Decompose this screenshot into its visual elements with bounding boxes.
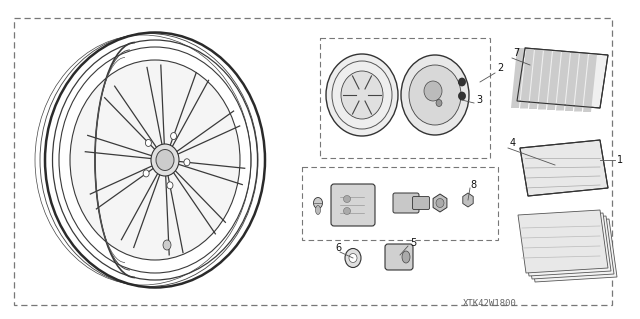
Polygon shape — [529, 49, 543, 109]
Ellipse shape — [145, 139, 152, 146]
Ellipse shape — [171, 133, 177, 140]
Text: 8: 8 — [470, 180, 476, 190]
Ellipse shape — [70, 60, 240, 260]
Polygon shape — [547, 51, 561, 110]
Ellipse shape — [341, 71, 383, 119]
Polygon shape — [527, 219, 617, 282]
Polygon shape — [520, 140, 608, 196]
Ellipse shape — [458, 78, 465, 86]
Polygon shape — [556, 52, 570, 110]
Ellipse shape — [458, 92, 465, 100]
Polygon shape — [433, 194, 447, 212]
Polygon shape — [565, 53, 579, 111]
Text: 3: 3 — [476, 95, 482, 105]
Polygon shape — [538, 50, 552, 109]
Polygon shape — [574, 54, 588, 112]
Ellipse shape — [402, 251, 410, 263]
Polygon shape — [583, 55, 597, 112]
Ellipse shape — [167, 182, 173, 189]
Ellipse shape — [156, 150, 174, 170]
Ellipse shape — [184, 159, 190, 166]
Ellipse shape — [409, 65, 461, 125]
Text: 2: 2 — [497, 63, 503, 73]
Ellipse shape — [401, 55, 469, 135]
Text: 7: 7 — [513, 48, 519, 58]
FancyBboxPatch shape — [331, 184, 375, 226]
Polygon shape — [463, 193, 473, 207]
Polygon shape — [511, 48, 525, 108]
Ellipse shape — [424, 81, 442, 101]
Ellipse shape — [436, 100, 442, 107]
Ellipse shape — [326, 54, 398, 136]
Polygon shape — [520, 49, 534, 108]
Polygon shape — [521, 213, 611, 276]
Text: 6: 6 — [335, 243, 341, 253]
FancyBboxPatch shape — [393, 193, 419, 213]
Ellipse shape — [163, 240, 171, 250]
Ellipse shape — [344, 207, 351, 214]
FancyBboxPatch shape — [385, 244, 413, 270]
Ellipse shape — [345, 249, 361, 268]
Ellipse shape — [316, 205, 321, 214]
Text: 5: 5 — [410, 238, 416, 248]
Ellipse shape — [349, 254, 357, 263]
Polygon shape — [517, 48, 608, 108]
Text: 1: 1 — [617, 155, 623, 165]
Polygon shape — [518, 210, 608, 273]
Ellipse shape — [143, 170, 149, 177]
Polygon shape — [524, 216, 614, 279]
Text: 4: 4 — [510, 138, 516, 148]
Ellipse shape — [314, 197, 323, 209]
Text: XTK42W1800: XTK42W1800 — [463, 299, 517, 308]
Ellipse shape — [436, 198, 444, 207]
Ellipse shape — [151, 144, 179, 176]
Ellipse shape — [344, 196, 351, 203]
FancyBboxPatch shape — [413, 197, 429, 210]
